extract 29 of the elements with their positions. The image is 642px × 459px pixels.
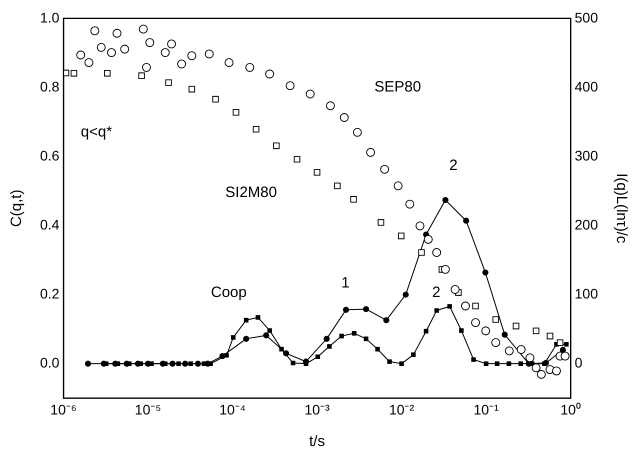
y2-tick-label: 500 xyxy=(574,9,598,26)
annotation: 2 xyxy=(449,156,458,174)
x-tick-label: 10⁻⁴ xyxy=(219,401,246,418)
y-tick-label: 0.2 xyxy=(40,285,60,302)
y-tick-label: 0.8 xyxy=(40,78,60,94)
x-tick-label: 10⁻³ xyxy=(304,401,330,418)
x-tick-label: 10⁻² xyxy=(388,401,415,418)
y2-axis-title: I(q)L(lnτ)/c xyxy=(612,173,630,244)
text: SEP80 xyxy=(374,78,422,96)
x-tick-label: 10⁻⁶ xyxy=(50,401,77,418)
annotation: Coop xyxy=(210,284,247,302)
y2-tick-label: 200 xyxy=(574,216,598,232)
x-tick-label: 10⁰ xyxy=(560,401,581,418)
y-tick-label: 0.4 xyxy=(40,216,60,232)
annotation: 2 xyxy=(432,284,440,302)
y-tick-label: 0.0 xyxy=(40,354,60,371)
series-label: SI2M80 xyxy=(225,184,277,201)
y2-tick-label: 0 xyxy=(574,354,583,371)
y-tick-label: 1.0 xyxy=(40,9,60,26)
x-axis-title: t/s xyxy=(309,433,325,450)
x-tick-label: 10⁻⁵ xyxy=(134,401,162,418)
y2-tick-label: 400 xyxy=(574,78,598,94)
y-axis-title: C(q,t) xyxy=(8,190,26,228)
y2-tick-label: 300 xyxy=(574,147,598,164)
annotation: 1 xyxy=(341,274,350,292)
y2-tick-label: 100 xyxy=(574,285,598,302)
y-tick-label: 0.6 xyxy=(40,147,60,164)
annotation: q<q* xyxy=(80,123,112,140)
x-tick-label: 10⁻¹ xyxy=(473,401,500,418)
